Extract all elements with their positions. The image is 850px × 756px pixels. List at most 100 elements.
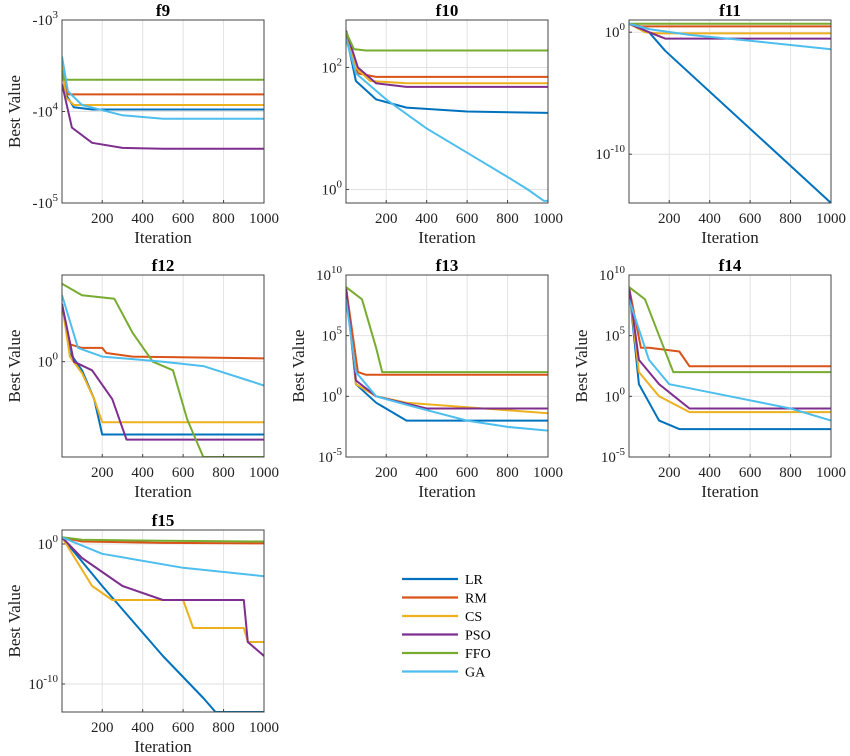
axes-box xyxy=(61,529,265,713)
series-line-ffo xyxy=(629,286,831,374)
x-tick-label: 400 xyxy=(131,211,154,227)
y-tick-label: -103 xyxy=(33,9,59,29)
series-line-cs xyxy=(62,303,264,424)
x-tick-label: 1000 xyxy=(533,465,563,481)
x-tick-label: 600 xyxy=(456,211,479,227)
series-line-ffo xyxy=(346,31,548,52)
series-line-cs xyxy=(62,536,264,643)
series-line-lr xyxy=(62,63,264,111)
x-axis-label: Iteration xyxy=(701,228,759,247)
series-line-rm xyxy=(629,286,831,368)
x-tick-label: 1000 xyxy=(249,465,279,481)
y-tick-label: -104 xyxy=(33,101,59,121)
y-tick-label: 100 xyxy=(322,178,343,198)
x-axis-label: Iteration xyxy=(418,482,476,501)
series-line-cs xyxy=(629,286,831,414)
series-line-pso xyxy=(62,536,264,657)
y-tick-label: 100 xyxy=(38,533,59,553)
x-tick-label: 200 xyxy=(91,465,114,481)
series-line-rm xyxy=(62,303,264,360)
y-axis-label: Best Value xyxy=(572,330,591,403)
series-line-lr xyxy=(62,303,264,436)
x-tick-label: 200 xyxy=(375,211,398,227)
x-tick-label: 600 xyxy=(172,465,195,481)
x-tick-label: 600 xyxy=(172,720,195,736)
x-tick-label: 400 xyxy=(131,720,154,736)
series-line-rm xyxy=(346,30,548,78)
subplot-f12: 200 400 600 800 1000 100 f12 Iteration Best Valu… xyxy=(5,256,279,501)
series-line-lr xyxy=(346,286,548,422)
x-tick-label: 600 xyxy=(739,465,762,481)
y-tick-label: 105 xyxy=(322,325,343,345)
series-line-lr xyxy=(62,536,264,712)
legend-label-lr: LR xyxy=(465,573,484,588)
series-line-ga xyxy=(629,298,831,422)
series-line-lr xyxy=(346,34,548,114)
series-line-pso xyxy=(629,286,831,410)
y-tick-label: 1010 xyxy=(599,264,626,284)
series-line-ffo xyxy=(62,536,264,543)
x-tick-label: 600 xyxy=(172,211,195,227)
x-tick-label: 800 xyxy=(212,720,235,736)
series-line-ffo xyxy=(346,286,548,374)
x-tick-label: 400 xyxy=(415,465,438,481)
x-tick-label: 200 xyxy=(375,465,398,481)
series-line-pso xyxy=(346,30,548,88)
series-line-ga xyxy=(629,22,831,51)
subplot-title: f15 xyxy=(152,511,175,530)
legend: LR RM CS PSO FFO GA xyxy=(402,573,491,681)
subplot-title: f10 xyxy=(436,1,459,20)
series-line-cs xyxy=(346,30,548,85)
x-axis-label: Iteration xyxy=(134,482,192,501)
legend-label-pso: PSO xyxy=(465,629,491,644)
x-tick-label: 1000 xyxy=(533,211,563,227)
series-line-ga xyxy=(346,38,548,202)
y-tick-label: 100 xyxy=(605,21,626,41)
x-tick-label: 1000 xyxy=(249,211,279,227)
x-tick-label: 1000 xyxy=(816,465,846,481)
y-tick-label: -105 xyxy=(33,192,59,212)
x-tick-label: 800 xyxy=(779,211,802,227)
x-tick-label: 400 xyxy=(415,211,438,227)
x-tick-label: 800 xyxy=(496,465,519,481)
series-line-pso xyxy=(629,22,831,40)
series-line-ga xyxy=(62,294,264,387)
x-tick-label: 600 xyxy=(456,465,479,481)
series-line-pso xyxy=(62,83,264,150)
series-line-ga xyxy=(62,56,264,120)
axes-box xyxy=(345,19,549,204)
y-tick-label: 10-10 xyxy=(595,143,625,163)
legend-label-ga: GA xyxy=(465,666,486,681)
x-tick-label: 200 xyxy=(91,211,114,227)
subplot-title: f14 xyxy=(719,256,742,275)
y-tick-label: 102 xyxy=(322,56,343,76)
x-tick-label: 1000 xyxy=(816,211,846,227)
y-tick-label: 100 xyxy=(322,385,343,405)
x-axis-label: Iteration xyxy=(418,228,476,247)
subplot-f10: 200 400 600 800 1000 100 102 f10 Iteration xyxy=(322,1,564,247)
y-tick-label: 10-5 xyxy=(601,446,626,466)
series-line-ga xyxy=(346,299,548,432)
y-tick-label: 100 xyxy=(605,385,626,405)
subplot-f11: 200 400 600 800 1000 100 10-10 f11 Iteration xyxy=(595,1,846,247)
y-tick-label: 10-10 xyxy=(28,673,58,693)
x-axis-label: Iteration xyxy=(134,737,192,756)
x-tick-label: 400 xyxy=(698,465,721,481)
x-tick-label: 800 xyxy=(212,211,235,227)
subplot-f13: 200 400 600 800 1000 1010 105 100 10-5 f13 Iterati… xyxy=(289,256,563,501)
y-tick-label: 1010 xyxy=(316,264,343,284)
series-line-pso xyxy=(62,303,264,441)
x-tick-label: 800 xyxy=(779,465,802,481)
legend-label-ffo: FFO xyxy=(465,647,491,662)
y-tick-label: 10-5 xyxy=(318,446,343,466)
x-axis-label: Iteration xyxy=(701,482,759,501)
series-line-rm xyxy=(62,74,264,96)
y-axis-label: Best Value xyxy=(5,330,24,403)
axes-box xyxy=(345,274,549,458)
x-tick-label: 800 xyxy=(496,211,519,227)
subplot-f14: 200 400 600 800 1000 1010 105 100 10-5 f14 Iterati… xyxy=(572,256,846,501)
x-tick-label: 800 xyxy=(212,465,235,481)
axes-box xyxy=(628,19,832,204)
y-axis-label: Best Value xyxy=(5,75,24,148)
